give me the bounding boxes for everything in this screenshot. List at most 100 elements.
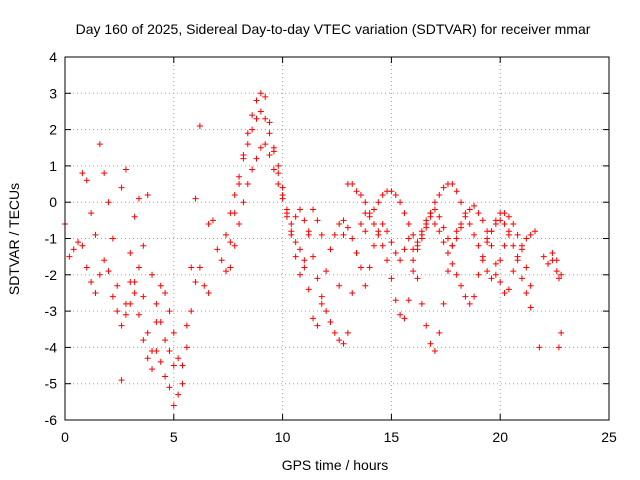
data-point (527, 282, 534, 289)
data-point (466, 300, 473, 307)
data-point (501, 220, 508, 227)
data-point (418, 300, 425, 307)
data-point (227, 239, 234, 246)
data-point (458, 224, 465, 231)
x-axis-ticks: 0 5 10 15 20 25 (61, 57, 617, 445)
data-point (357, 220, 364, 227)
data-point (88, 210, 95, 217)
data-point (283, 206, 290, 213)
data-point (397, 257, 404, 264)
data-point (170, 329, 177, 336)
series-trace-f (227, 141, 299, 271)
data-point (122, 166, 129, 173)
data-point (353, 188, 360, 195)
data-point (314, 322, 321, 329)
y-tick-label: 4 (49, 49, 57, 65)
data-point (149, 348, 156, 355)
data-point (370, 220, 377, 227)
data-point (536, 344, 543, 351)
data-point (240, 199, 247, 206)
data-point (297, 271, 304, 278)
data-point (523, 235, 530, 242)
data-point (192, 279, 199, 286)
data-point (414, 242, 421, 249)
data-point (518, 275, 525, 282)
data-point (375, 199, 382, 206)
data-point (122, 311, 129, 318)
data-point (501, 242, 508, 249)
data-point (196, 122, 203, 129)
data-point (553, 268, 560, 275)
data-point (262, 115, 269, 122)
data-point (540, 253, 547, 260)
data-point (301, 217, 308, 224)
y-tick-label: -6 (45, 412, 58, 428)
data-point (336, 337, 343, 344)
data-point (135, 311, 142, 318)
series-trace-g (297, 217, 465, 355)
data-point (349, 289, 356, 296)
data-point (418, 228, 425, 235)
data-point (492, 271, 499, 278)
data-point (492, 217, 499, 224)
grid-lines (65, 57, 609, 420)
data-point (288, 220, 295, 227)
data-point (349, 181, 356, 188)
data-point (431, 348, 438, 355)
data-point (292, 239, 299, 246)
data-point (266, 152, 273, 159)
data-point (253, 115, 260, 122)
data-point (527, 304, 534, 311)
data-point (384, 257, 391, 264)
data-point (405, 235, 412, 242)
data-point (183, 322, 190, 329)
data-point (462, 213, 469, 220)
data-point (392, 250, 399, 257)
data-point (492, 260, 499, 267)
data-point (453, 228, 460, 235)
data-point (397, 311, 404, 318)
data-point (92, 231, 99, 238)
data-point (431, 220, 438, 227)
data-point (105, 268, 112, 275)
data-point (379, 191, 386, 198)
data-point (223, 231, 230, 238)
x-axis-title: GPS time / hours (282, 457, 389, 473)
data-point (344, 329, 351, 336)
data-point (484, 235, 491, 242)
data-point (488, 242, 495, 249)
data-point (444, 268, 451, 275)
data-point (118, 377, 125, 384)
data-point (475, 242, 482, 249)
data-point (249, 166, 256, 173)
data-point (292, 213, 299, 220)
data-point (527, 231, 534, 238)
data-point (131, 213, 138, 220)
data-point (118, 322, 125, 329)
data-points (62, 90, 565, 409)
data-point (488, 228, 495, 235)
data-point (253, 155, 260, 162)
y-tick-label: 3 (49, 85, 57, 101)
data-point (323, 268, 330, 275)
data-point (257, 144, 264, 151)
data-point (231, 191, 238, 198)
data-point (170, 362, 177, 369)
series-trace-e (223, 108, 325, 278)
data-point (410, 257, 417, 264)
x-tick-label: 0 (61, 429, 69, 445)
series-trace-h (336, 181, 512, 322)
data-point (157, 282, 164, 289)
data-point (109, 293, 116, 300)
data-point (340, 340, 347, 347)
data-point (175, 391, 182, 398)
data-point (96, 141, 103, 148)
data-point (162, 289, 169, 296)
series-trace-i (362, 181, 534, 311)
data-point (514, 231, 521, 238)
data-point (453, 235, 460, 242)
data-point (266, 119, 273, 126)
data-point (305, 228, 312, 235)
data-point (532, 228, 539, 235)
data-point (75, 239, 82, 246)
